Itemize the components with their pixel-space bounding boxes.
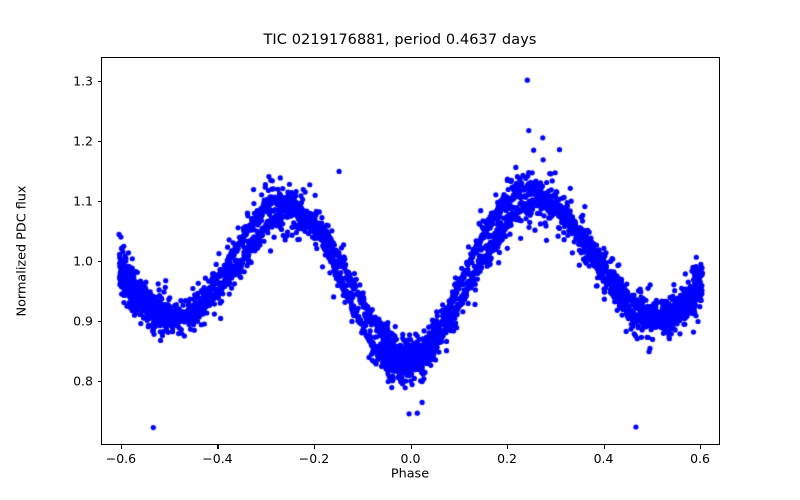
x-tick-mark	[603, 445, 605, 449]
y-tick-mark	[97, 260, 101, 263]
y-tick-label: 1.3	[73, 73, 93, 89]
x-tick-mark	[217, 445, 219, 449]
y-tick-mark	[97, 200, 101, 203]
y-tick-label: 1.2	[73, 133, 93, 149]
x-tick-label: −0.4	[202, 451, 233, 466]
y-tick-mark	[97, 380, 101, 383]
x-tick-label: 0.0	[400, 451, 421, 466]
y-tick-label: 0.8	[73, 373, 93, 389]
y-axis-label: Normalized PDC flux	[14, 185, 30, 317]
y-tick-label: 1.0	[73, 253, 93, 269]
y-tick-label: 1.1	[73, 193, 93, 209]
x-tick-mark	[410, 445, 412, 449]
x-axis-label: Phase	[390, 466, 430, 482]
scatter-plot-canvas	[102, 58, 719, 444]
x-tick-mark	[507, 445, 509, 449]
x-tick-mark	[120, 445, 123, 449]
x-tick-label: 0.2	[497, 451, 517, 466]
x-tick-label: −0.6	[105, 451, 137, 466]
y-tick-label: 0.9	[73, 313, 93, 329]
x-tick-mark	[313, 445, 316, 449]
page-title: TIC 0219176881, period 0.4637 days	[263, 32, 537, 48]
y-tick-mark	[97, 80, 101, 83]
x-tick-label: −0.2	[298, 451, 330, 466]
x-tick-label: 0.6	[690, 451, 711, 466]
x-tick-mark	[700, 445, 702, 449]
y-tick-mark	[97, 140, 101, 143]
y-tick-mark	[97, 320, 101, 323]
x-tick-label: 0.4	[593, 451, 614, 466]
plot-axes	[101, 57, 720, 445]
